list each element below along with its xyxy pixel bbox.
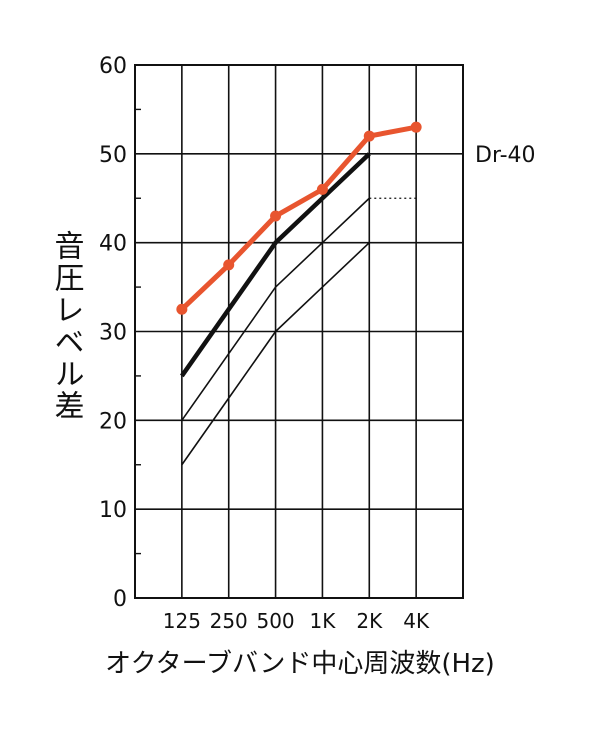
y-tick-label-50: 50: [99, 143, 127, 168]
series-lines: [176, 121, 422, 466]
grid: [135, 64, 463, 599]
x-tick-label-500: 500: [256, 609, 294, 633]
series-label-dr40: Dr-40: [475, 143, 536, 168]
series-point-0-0: [176, 303, 188, 315]
x-axis-ticks: 125 250 500 1K 2K 4K: [163, 609, 430, 633]
series-line-2: [181, 197, 370, 421]
series-line-0: [180, 124, 417, 312]
x-tick-label-250: 250: [210, 609, 248, 633]
series-point-0-5: [410, 121, 422, 133]
series-point-0-2: [270, 210, 282, 222]
series-point-0-4: [363, 130, 375, 142]
y-axis-ticks: 0 10 20 30 40 50 60: [99, 54, 127, 612]
y-tick-label-60: 60: [99, 54, 127, 79]
y-tick-label-0: 0: [113, 587, 127, 612]
series-point-0-3: [316, 183, 328, 195]
x-tick-label-4K: 4K: [403, 609, 430, 633]
y-tick-label-30: 30: [99, 321, 127, 346]
y-tick-label-40: 40: [99, 232, 127, 257]
y-tick-label-10: 10: [99, 498, 127, 523]
series-point-0-1: [223, 259, 235, 271]
series-line-3: [181, 242, 370, 466]
x-tick-label-1K: 1K: [310, 609, 337, 633]
plot-frame: [134, 64, 464, 599]
y-tick-label-20: 20: [99, 409, 127, 434]
x-tick-label-2K: 2K: [356, 609, 383, 633]
y-axis-label: 音圧レベル差: [49, 230, 84, 422]
x-tick-label-125: 125: [163, 609, 201, 633]
x-axis-label: オクターブバンド中心周波数(Hz): [105, 649, 495, 679]
series-line-1: [180, 152, 371, 378]
